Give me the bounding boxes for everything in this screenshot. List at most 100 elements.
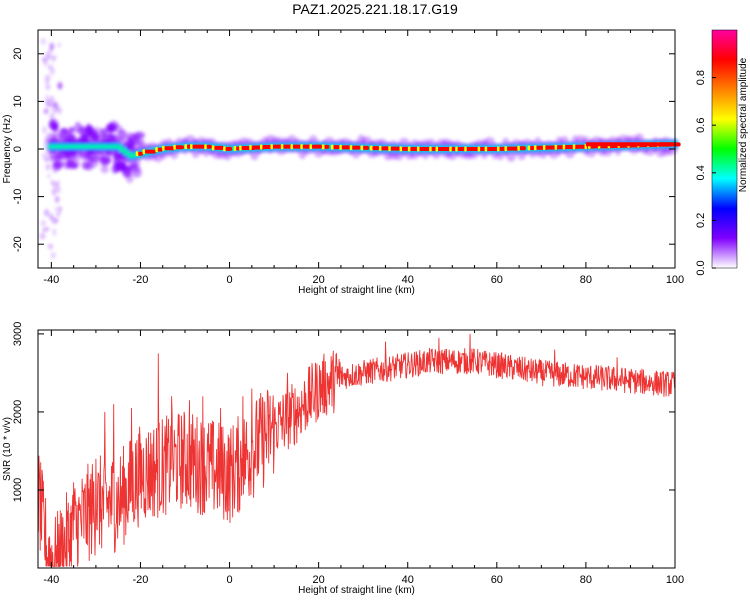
- peak-cell: [416, 146, 420, 152]
- noise-cell: [52, 108, 56, 116]
- peak-cell: [223, 146, 226, 152]
- peak-cell: [164, 146, 176, 151]
- colorbar-gradient: [711, 29, 738, 269]
- colorbar-tick-label: 0.4: [695, 165, 707, 180]
- peak-cell: [529, 146, 536, 151]
- noise-cell: [44, 74, 51, 83]
- noise-cell: [115, 161, 126, 172]
- peak-cell: [204, 144, 207, 150]
- noise-cell: [85, 124, 93, 137]
- noise-cell: [50, 252, 56, 259]
- peak-cell: [484, 146, 488, 152]
- x-tick-label: 20: [313, 574, 325, 586]
- x-tick-label: 60: [491, 274, 503, 286]
- peak-cell: [527, 145, 531, 151]
- noise-cell: [40, 37, 46, 46]
- noise-cell: [51, 68, 55, 73]
- x-tick-label: -40: [43, 574, 59, 586]
- peak-cell: [332, 145, 340, 150]
- noise-cell: [45, 50, 51, 58]
- colorbar-tick-label: 0.6: [695, 118, 707, 133]
- peak-cell: [239, 145, 242, 151]
- x-tick-label: -20: [133, 574, 149, 586]
- noise-cell: [107, 122, 115, 133]
- peak-cell: [270, 144, 273, 150]
- peak-cell: [162, 145, 165, 151]
- peak-cell: [533, 145, 537, 151]
- peak-cell: [173, 144, 176, 150]
- peak-cell: [206, 144, 212, 149]
- colorbar-label: Normalized spectral amplitude: [738, 57, 749, 192]
- peak-cell: [249, 144, 252, 150]
- peak-cell: [464, 146, 467, 152]
- peak-cell: [407, 146, 411, 152]
- peak-cell: [437, 147, 452, 151]
- peak-cell: [155, 147, 158, 153]
- peak-cell: [157, 147, 163, 152]
- noise-cell: [68, 126, 75, 134]
- peak-cell: [378, 145, 382, 151]
- noise-cell: [41, 57, 47, 62]
- peak-cell: [517, 145, 520, 151]
- peak-cell: [477, 146, 481, 152]
- peak-cell: [341, 145, 352, 150]
- peak-cell: [280, 144, 284, 150]
- x-tick-label: 100: [666, 574, 684, 586]
- peak-cell: [137, 151, 144, 156]
- noise-cell: [51, 122, 58, 131]
- noise-cell: [125, 173, 134, 184]
- y-tick-label: -20: [12, 236, 24, 252]
- peak-cell: [192, 144, 207, 149]
- peak-cell: [323, 144, 330, 149]
- noise-cell: [57, 42, 61, 48]
- noise-cell: [44, 226, 50, 231]
- peak-cell: [390, 146, 401, 151]
- colorbar-tick-label: 0.8: [695, 70, 707, 85]
- noise-cell: [40, 220, 47, 227]
- x-axis-label: Height of straight line (km): [298, 285, 415, 296]
- noise-cell: [53, 154, 63, 161]
- peak-cell: [225, 146, 233, 151]
- peak-cell: [466, 147, 482, 151]
- peak-cell: [142, 149, 146, 155]
- peak-cell: [370, 145, 373, 151]
- y-tick-label: 10: [12, 95, 24, 107]
- noise-cell: [56, 179, 60, 187]
- peak-cell: [388, 146, 391, 152]
- peak-cell: [175, 145, 185, 150]
- peak-cell: [399, 146, 402, 152]
- colorbar-tick-label: 0.0: [695, 260, 707, 275]
- peak-cell: [542, 145, 546, 151]
- noise-cell: [43, 108, 49, 115]
- y-axis-label: Frequency (Hz): [2, 115, 13, 184]
- peak-cell: [554, 144, 558, 150]
- chart-title: PAZ1.2025.221.18.17.G19: [292, 1, 458, 17]
- snr-series-line: [37, 333, 676, 567]
- x-tick-label: 60: [491, 574, 503, 586]
- x-tick-label: 0: [226, 274, 232, 286]
- peak-cell: [233, 146, 237, 152]
- peak-cell: [211, 145, 215, 151]
- noise-cell: [50, 179, 55, 186]
- peak-cell: [290, 144, 293, 150]
- peak-cell: [292, 144, 303, 149]
- y-tick-label: -10: [12, 189, 24, 205]
- noise-cell: [57, 83, 63, 89]
- noise-cell: [45, 83, 51, 91]
- y-axis-label: SNR (10 * v/v): [2, 417, 13, 481]
- peak-cell: [449, 146, 452, 152]
- x-tick-label: 80: [580, 574, 592, 586]
- peak-cell: [272, 144, 283, 149]
- noise-cell: [100, 156, 112, 164]
- noise-cell: [49, 43, 55, 50]
- noise-cell: [39, 232, 46, 240]
- core-cell: [119, 148, 127, 152]
- peak-cell: [486, 147, 500, 151]
- noise-cell: [45, 163, 50, 171]
- y-tick-label: 0: [12, 146, 24, 152]
- noise-cell: [57, 186, 61, 194]
- x-tick-label: 0: [226, 574, 232, 586]
- noise-cell: [128, 137, 141, 146]
- peak-cell: [190, 144, 193, 150]
